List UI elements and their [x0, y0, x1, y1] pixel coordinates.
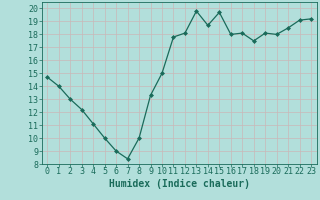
X-axis label: Humidex (Indice chaleur): Humidex (Indice chaleur) — [109, 179, 250, 189]
